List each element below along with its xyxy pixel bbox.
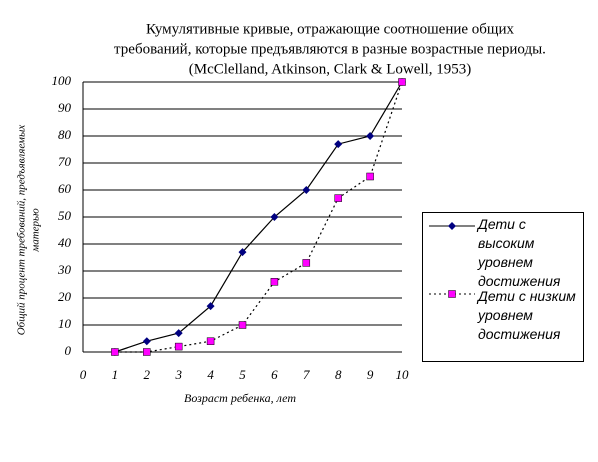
y-axis-label: матерью — [30, 208, 42, 253]
marker — [398, 78, 406, 86]
marker — [174, 342, 183, 351]
marker — [206, 337, 215, 345]
marker — [143, 348, 151, 356]
marker — [302, 259, 311, 267]
marker — [302, 186, 311, 194]
x-tick-label: 5 — [239, 367, 246, 382]
x-tick-label: 3 — [174, 367, 182, 382]
y-axis-label: Общий процент требований, предъявляемых — [16, 125, 28, 336]
marker — [142, 337, 151, 346]
x-tick-label: 1 — [112, 367, 119, 382]
marker — [334, 140, 343, 149]
x-tick-label: 6 — [271, 367, 278, 382]
y-tick-label: 80 — [58, 127, 72, 142]
chart-title: (McClelland, Atkinson, Clark & Lowell, 1… — [189, 61, 471, 77]
x-tick-label: 2 — [144, 367, 151, 382]
legend-keys — [429, 222, 475, 298]
x-tick-label: 4 — [207, 367, 214, 382]
y-tick-label: 90 — [58, 100, 72, 115]
marker — [238, 248, 247, 257]
x-tick-label: 9 — [367, 367, 374, 382]
x-axis-label: Возраст ребенка, лет — [184, 391, 296, 405]
y-tick-label: 20 — [58, 289, 72, 304]
y-tick-label: 0 — [65, 343, 72, 358]
x-tick-label: 0 — [80, 367, 87, 382]
marker — [334, 194, 342, 202]
marker — [270, 213, 279, 221]
marker — [270, 278, 279, 286]
marker — [366, 172, 374, 181]
y-tick-label: 40 — [58, 235, 72, 250]
legend-label: Дети с высоким уровнем достижения — [478, 216, 561, 289]
y-tick-label: 100 — [52, 73, 72, 88]
y-tick-label: 70 — [58, 154, 72, 169]
x-tick-label: 10 — [396, 367, 410, 382]
chart-title: Кумулятивные кривые, отражающие соотноше… — [146, 21, 515, 37]
marker — [111, 348, 119, 356]
series-line — [114, 81, 403, 353]
y-tick-label: 10 — [58, 316, 72, 331]
x-tick-label: 7 — [303, 367, 310, 382]
marker — [366, 132, 375, 140]
y-tick-label: 30 — [57, 262, 72, 277]
marker — [206, 302, 215, 311]
marker — [238, 321, 247, 329]
legend: Дети с высоким уровнем достижения Дети с… — [422, 212, 584, 362]
legend-label: Дети с низким уровнем достижения — [478, 288, 576, 342]
chart-title: требований, которые предъявляются в разн… — [114, 41, 546, 57]
marker — [448, 290, 456, 298]
marker — [174, 329, 183, 338]
marker — [448, 222, 456, 230]
x-tick-label: 8 — [335, 367, 342, 382]
y-tick-label: 50 — [58, 208, 72, 223]
y-tick-label: 60 — [58, 181, 72, 196]
